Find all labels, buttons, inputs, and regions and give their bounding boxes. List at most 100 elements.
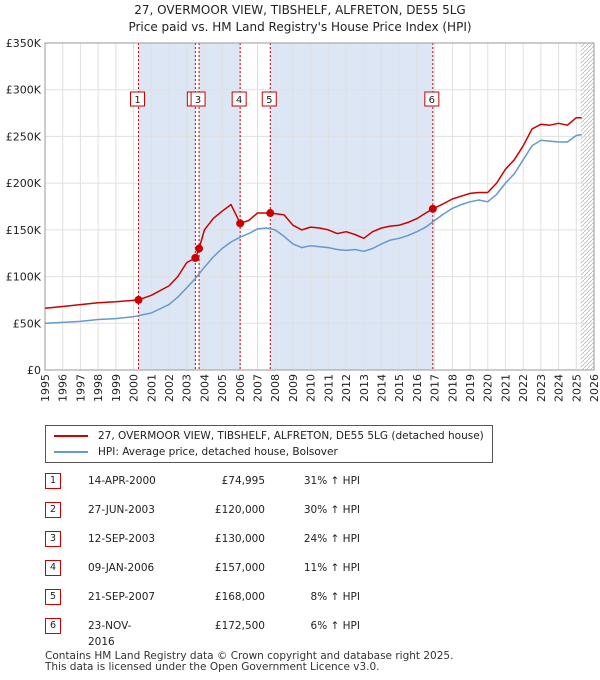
row-number-badge: 6 — [45, 618, 61, 634]
row-hpi-diff: 24% ↑ HPI — [303, 533, 360, 545]
x-tick-label: 2018 — [446, 374, 459, 402]
row-price: £172,500 — [214, 620, 265, 632]
x-tick-label: 2026 — [588, 374, 600, 402]
sale-point — [134, 295, 143, 304]
ownership-shade — [138, 43, 196, 370]
x-tick-label: 2014 — [375, 374, 388, 402]
x-tick-label: 1997 — [74, 374, 87, 402]
price-chart: 123456£0£50K£100K£150K£200K£250K£300K£35… — [6, 37, 600, 402]
title-line-1: 27, OVERMOOR VIEW, TIBSHELF, ALFRETON, D… — [134, 3, 466, 17]
row-number-badge: 3 — [45, 531, 61, 547]
row-hpi-diff: 30% ↑ HPI — [303, 504, 360, 516]
y-tick-label: £300K — [6, 84, 42, 97]
row-number-badge: 5 — [45, 589, 61, 605]
x-tick-label: 2001 — [145, 374, 158, 402]
sale-point — [266, 209, 275, 218]
x-tick-label: 1999 — [110, 374, 123, 402]
row-date: 14-APR-2000 — [88, 475, 156, 487]
x-tick-label: 2009 — [287, 374, 300, 402]
row-number-badge: 1 — [45, 473, 61, 489]
row-date: 23-NOV-2016 — [88, 620, 132, 648]
x-tick-label: 2025 — [570, 374, 583, 402]
row-date: 27-JUN-2003 — [88, 504, 155, 516]
chart-legend: 27, OVERMOOR VIEW, TIBSHELF, ALFRETON, D… — [45, 425, 493, 463]
legend-item-hpi: HPI: Average price, detached house, Bols… — [54, 445, 338, 459]
y-tick-label: £150K — [6, 224, 42, 237]
legend-swatch-property — [54, 435, 88, 437]
legend-label-property: 27, OVERMOOR VIEW, TIBSHELF, ALFRETON, D… — [98, 430, 484, 442]
y-tick-label: £100K — [6, 271, 42, 284]
y-tick-label: £50K — [13, 317, 42, 330]
row-hpi-diff: 6% ↑ HPI — [310, 620, 360, 632]
hpi-line — [44, 133, 582, 325]
sale-point — [191, 253, 200, 262]
x-tick-label: 2013 — [358, 374, 371, 402]
sale-number-box — [190, 91, 206, 107]
sale-number-label: 6 — [429, 95, 435, 106]
title-line-2: Price paid vs. HM Land Registry's House … — [128, 20, 472, 34]
sale-number-label: 5 — [266, 95, 272, 106]
x-tick-label: 2002 — [163, 374, 176, 402]
sale-number-label: 3 — [195, 95, 201, 106]
sale-number-box — [130, 91, 146, 107]
legend-swatch-hpi — [54, 451, 88, 453]
row-hpi-diff: 11% ↑ HPI — [303, 562, 360, 574]
footer-line-2: This data is licensed under the Open Gov… — [45, 661, 380, 673]
x-tick-label: 2017 — [429, 374, 442, 402]
row-date: 09-JAN-2006 — [88, 562, 155, 574]
y-tick-label: £0 — [27, 364, 41, 377]
x-tick-label: 1998 — [92, 374, 105, 402]
row-date: 12-SEP-2003 — [88, 533, 156, 545]
x-tick-label: 2004 — [198, 374, 211, 402]
x-tick-label: 2012 — [340, 374, 353, 402]
table-row: 1 14-APR-2000 £74,995 31% ↑ HPI — [45, 473, 545, 489]
x-tick-label: 2024 — [553, 374, 566, 402]
x-tick-label: 2010 — [305, 374, 318, 402]
sale-number-box — [424, 91, 440, 107]
sale-point — [428, 204, 437, 213]
x-tick-label: 2019 — [464, 374, 477, 402]
sale-number-box — [261, 91, 277, 107]
x-tick-label: 2022 — [517, 374, 530, 402]
row-hpi-diff: 8% ↑ HPI — [310, 591, 360, 603]
row-price: £74,995 — [221, 475, 265, 487]
y-tick-label: £350K — [6, 37, 42, 50]
x-tick-label: 1995 — [39, 374, 52, 402]
x-tick-label: 2016 — [411, 374, 424, 402]
x-tick-label: 2000 — [128, 374, 141, 402]
sale-number-label: 1 — [134, 95, 140, 106]
row-price: £168,000 — [214, 591, 265, 603]
legend-item-property: 27, OVERMOOR VIEW, TIBSHELF, ALFRETON, D… — [54, 429, 484, 443]
sale-point — [195, 244, 204, 253]
ownership-shade — [270, 43, 433, 370]
x-tick-label: 2008 — [269, 374, 282, 402]
x-tick-label: 2011 — [322, 374, 335, 402]
x-tick-label: 2020 — [482, 374, 495, 402]
forecast-hatch — [580, 43, 594, 370]
x-tick-label: 2021 — [499, 374, 512, 402]
sale-point — [236, 219, 245, 228]
chart-title: 27, OVERMOOR VIEW, TIBSHELF, ALFRETON, D… — [0, 2, 600, 36]
row-date: 21-SEP-2007 — [88, 591, 156, 603]
table-row: 2 27-JUN-2003 £120,000 30% ↑ HPI — [45, 502, 545, 518]
sale-number-box — [231, 91, 247, 107]
row-hpi-diff: 31% ↑ HPI — [303, 475, 360, 487]
footer-line-1: Contains HM Land Registry data © Crown c… — [45, 650, 454, 662]
row-price: £120,000 — [214, 504, 265, 516]
row-price: £130,000 — [214, 533, 265, 545]
row-price: £157,000 — [214, 562, 265, 574]
table-row: 6 23-NOV-2016 £172,500 6% ↑ HPI — [45, 618, 545, 648]
table-row: 3 12-SEP-2003 £130,000 24% ↑ HPI — [45, 531, 545, 547]
y-tick-label: £200K — [6, 177, 42, 190]
x-tick-label: 2023 — [535, 374, 548, 402]
row-number-badge: 4 — [45, 560, 61, 576]
table-row: 5 21-SEP-2007 £168,000 8% ↑ HPI — [45, 589, 545, 605]
legend-label-hpi: HPI: Average price, detached house, Bols… — [98, 446, 338, 458]
x-tick-label: 2005 — [216, 374, 229, 402]
x-tick-label: 2015 — [393, 374, 406, 402]
x-tick-label: 1996 — [57, 374, 70, 402]
property-price-line — [44, 116, 582, 310]
x-tick-label: 2007 — [252, 374, 265, 402]
table-row: 4 09-JAN-2006 £157,000 11% ↑ HPI — [45, 560, 545, 576]
sale-number-label: 4 — [236, 95, 242, 106]
